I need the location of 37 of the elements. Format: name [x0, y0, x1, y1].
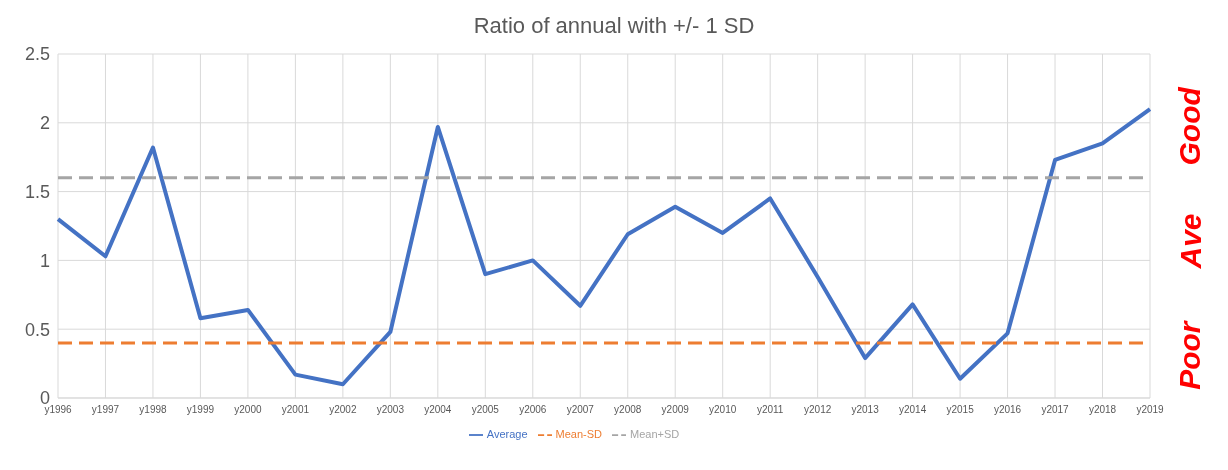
- text: Good: [1173, 86, 1207, 166]
- x-tick-label: y2015: [946, 404, 975, 416]
- x-tick-label: y2008: [614, 404, 642, 416]
- x-tick-label: y2017: [1041, 404, 1070, 416]
- x-tick-label: y2012: [804, 404, 832, 416]
- x-tick-label: y2019: [1136, 404, 1165, 416]
- x-tick-label: y1996: [44, 404, 73, 416]
- x-tick-label: y2005: [471, 404, 500, 416]
- x-tick-label: y2006: [519, 404, 547, 416]
- x-tick-label: y2014: [898, 404, 927, 416]
- y-tick-label: 1: [39, 250, 50, 271]
- line-series: [56, 107, 1152, 387]
- x-tick-label: y2009: [661, 404, 690, 416]
- y-tick-label: 0.5: [24, 319, 50, 340]
- x-tick-label: y1997: [91, 404, 120, 416]
- legend-label: Mean-SD: [555, 428, 602, 440]
- x-tick-label: y2013: [851, 404, 880, 416]
- text: Ave: [1173, 213, 1207, 270]
- x-tick-label: y2001: [281, 404, 310, 416]
- x-tick-label: y1998: [139, 404, 168, 416]
- text: Poor: [1173, 319, 1207, 390]
- x-tick-label: y2007: [566, 404, 595, 416]
- legend-label: Average: [486, 428, 528, 440]
- x-tick-label: y1999: [186, 404, 215, 416]
- y-tick-label: 2: [39, 113, 50, 134]
- x-tick-label: y2000: [234, 404, 262, 416]
- x-tick-label: y2018: [1088, 404, 1117, 416]
- x-tick-label: y2011: [756, 404, 784, 416]
- x-tick-label: y2016: [993, 404, 1022, 416]
- x-tick-label: y2004: [424, 404, 452, 416]
- y-tick-label: 1.5: [24, 181, 50, 202]
- x-tick-label: y2002: [329, 404, 357, 416]
- x-tick-label: y2010: [709, 404, 737, 416]
- y-tick-label: 2.5: [24, 44, 50, 65]
- x-tick-label: y2003: [376, 404, 405, 416]
- chart-title: Ratio of annual with +/- 1 SD: [472, 12, 756, 40]
- legend-label: Mean+SD: [630, 428, 680, 440]
